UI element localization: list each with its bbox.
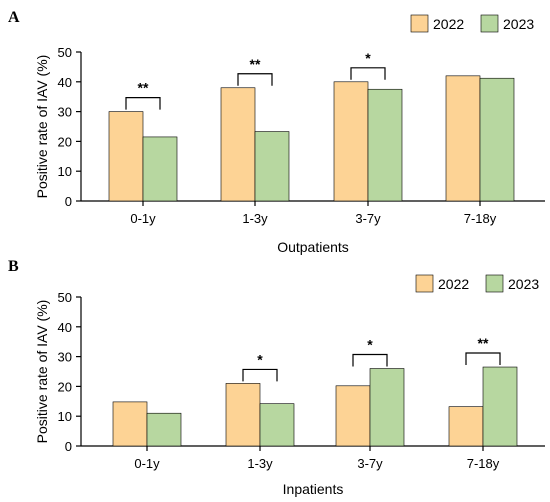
y-tick-label: 40: [58, 320, 72, 335]
bar-2023-0-1y: [142, 136, 178, 202]
legend: 2022 2023: [410, 14, 534, 33]
y-tick-label: 0: [65, 439, 72, 454]
legend-swatch-2023: [485, 274, 504, 293]
bar-2022-3-7y: [333, 81, 369, 202]
bar-2023-0-1y: [146, 412, 182, 447]
y-tick-label: 10: [58, 164, 72, 179]
significance-bracket: [350, 67, 386, 80]
legend-label: 2023: [508, 276, 539, 292]
y-tick-label: 40: [58, 75, 72, 90]
x-tick-label: 7-18y: [467, 456, 500, 471]
x-tick-label: 7-18y: [464, 211, 497, 226]
y-tick-label: 50: [58, 45, 72, 60]
bar-2022-3-7y: [335, 385, 371, 447]
legend-swatch-2022: [410, 14, 429, 33]
significance-bracket: [352, 353, 388, 367]
significance-marker: **: [138, 80, 149, 96]
bar-2023-3-7y: [369, 368, 405, 447]
bar-2023-3-7y: [367, 88, 403, 202]
y-tick-label: 10: [58, 409, 72, 424]
bar-2022-1-3y: [220, 87, 256, 202]
x-tick-label: 1-3y: [247, 456, 273, 471]
y-tick-label: 0: [65, 194, 72, 209]
y-tick-label: 30: [58, 350, 72, 365]
y-tick-label: 30: [58, 105, 72, 120]
legend-swatch-2023: [480, 14, 499, 33]
legend: 2022 2023: [415, 274, 539, 293]
legend-label: 2022: [433, 16, 464, 32]
x-tick-label: 3-7y: [357, 456, 383, 471]
y-tick-label: 50: [58, 290, 72, 305]
x-tick-label: 3-7y: [355, 211, 381, 226]
significance-marker: **: [478, 335, 489, 351]
bar-2023-7-18y: [479, 77, 515, 202]
bar-2023-7-18y: [482, 366, 518, 447]
significance-bracket: [242, 368, 278, 382]
legend-label: 2022: [438, 276, 469, 292]
legend-label: 2023: [503, 16, 534, 32]
bar-2023-1-3y: [259, 403, 295, 447]
significance-marker: **: [250, 56, 261, 72]
significance-bracket: [125, 97, 161, 110]
bar-2023-1-3y: [254, 131, 290, 202]
y-axis-title: Positive rate of IAV (%): [34, 55, 50, 199]
x-axis-title: Inpatients: [283, 481, 344, 497]
bar-2022-0-1y: [112, 401, 148, 447]
bar-2022-0-1y: [108, 111, 144, 202]
chart-panel-a: A 0 10 20 30 40 50 Positive rate of IAV (%) 0-1y…: [8, 9, 545, 255]
x-axis-title: Outpatients: [277, 239, 349, 255]
x-tick-label: 0-1y: [130, 211, 156, 226]
chart-panel-b: B 0 10 20 30 40 50 Positive rate of IAV (%) 0-1y…: [8, 258, 545, 497]
panel-letter: A: [8, 9, 20, 26]
significance-marker: *: [367, 337, 373, 353]
y-tick-label: 20: [58, 379, 72, 394]
y-axis-title: Positive rate of IAV (%): [34, 300, 50, 444]
x-tick-label: 0-1y: [134, 456, 160, 471]
significance-marker: *: [365, 50, 371, 66]
x-tick-label: 1-3y: [242, 211, 268, 226]
significance-bracket: [237, 73, 273, 86]
panel-letter: B: [8, 258, 19, 275]
significance-marker: *: [257, 351, 263, 367]
y-tick-label: 20: [58, 134, 72, 149]
bar-2022-1-3y: [225, 383, 261, 447]
legend-swatch-2022: [415, 274, 434, 293]
bar-2022-7-18y: [448, 406, 484, 447]
significance-bracket: [465, 352, 501, 366]
bar-2022-7-18y: [445, 75, 481, 202]
